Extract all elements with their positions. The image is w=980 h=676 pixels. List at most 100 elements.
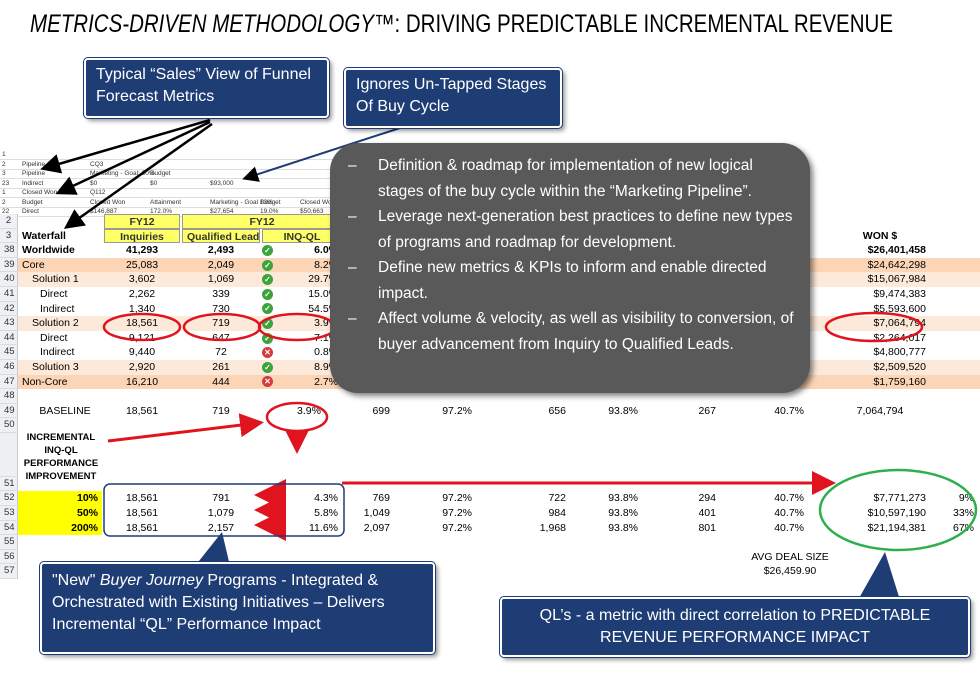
cell-won: $15,067,984: [867, 273, 926, 286]
scenario-c6: 40.7%: [774, 507, 804, 519]
header-qualified-leads: Qualified Leads: [182, 228, 260, 244]
row-label: Indirect: [40, 346, 75, 359]
cell-inquiries: 2,920: [128, 361, 156, 373]
scenario-c2: 97.2%: [442, 492, 472, 505]
mini-cell: Attainment: [150, 198, 182, 206]
scenario-won: $10,597,190: [867, 507, 926, 519]
row-number: 54: [0, 520, 18, 536]
mini-row-number: 1: [2, 189, 6, 196]
mini-cell: $146,887: [90, 208, 118, 215]
avg-deal-value: $26,459.90: [763, 565, 817, 578]
row-number: 42: [0, 301, 18, 317]
scenario-c5: 801: [698, 521, 716, 534]
row-label: Solution 1: [32, 273, 79, 286]
header-row-columns: 3 Waterfall Inquiries Qualified Leads INQ-QL…: [0, 228, 980, 244]
row-number: 49: [0, 403, 18, 419]
check-status-icon: ✓: [262, 332, 273, 344]
mini-row: 1: [0, 150, 460, 160]
mini-row: 23 Indirect $0 $0 $93,000: [0, 179, 460, 189]
baseline-inquiries: 18,561: [125, 404, 159, 417]
mini-row-number: 3: [2, 170, 6, 177]
mini-sheet-preview: 1 2 Pipeline CQ3 3 Pipeline Marketing - Goal: …: [0, 150, 460, 217]
row-label: Solution 3: [32, 361, 79, 373]
scenario-rate: 11.6%: [309, 521, 338, 534]
scenario-pct: 200%: [18, 520, 102, 536]
mini-cell: Budget: [150, 170, 171, 177]
bullet-dash: –: [348, 259, 357, 276]
header-row-fy: 2 FY12 FY12: [0, 214, 980, 229]
ellipse-won: [824, 311, 924, 343]
new-rest: Programs - Integrated & Orchestrated wit…: [52, 572, 385, 633]
slide-title: METRICS-DRIVEN METHODOLOGY™: DRIVING PRE…: [30, 10, 893, 46]
scenario-ql: 2,157: [207, 521, 235, 534]
avg-deal-label: AVG DEAL SIZE: [751, 550, 829, 563]
cell-inquiries: 2,262: [128, 288, 156, 300]
cell-qualified-leads: 719: [212, 317, 230, 330]
row-label: Worldwide: [22, 244, 75, 257]
check-status-icon: ✓: [262, 244, 273, 256]
baseline-c2: 97.2%: [442, 404, 472, 417]
new-prefix: "New": [52, 572, 100, 589]
scenario-ql: 791: [212, 492, 230, 505]
check-status-icon: ✓: [262, 317, 273, 329]
row-number: 56: [0, 549, 18, 565]
mini-row: 3 Pipeline Marketing - Goal: 30% Budget: [0, 169, 460, 179]
mini-cell: Indirect: [22, 179, 44, 187]
row-number: 51: [0, 476, 18, 492]
scenario-c2: 97.2%: [442, 507, 472, 519]
scenario-ql: 1,079: [207, 507, 235, 519]
header-won: WON $: [862, 229, 898, 242]
cell-won: $5,593,600: [873, 302, 926, 315]
row-number: 44: [0, 330, 18, 346]
scenario-lift: 33%: [952, 507, 974, 519]
cell-won: $4,800,777: [873, 346, 926, 359]
avg-deal-label-row: 56 AVG DEAL SIZE: [0, 549, 980, 565]
baseline-c6: 40.7%: [774, 404, 804, 417]
incremental-label: INCREMENTAL INQ-QL PERFORMANCE IMPROVEME…: [23, 432, 99, 482]
scenario-lift: 67%: [952, 521, 974, 534]
mini-cell: Closed Won: [300, 198, 336, 206]
arrow-to-closed-won: [55, 120, 211, 195]
mini-cell: 172.0%: [150, 208, 173, 215]
mini-row-number: 2: [2, 160, 6, 168]
mini-cell: Closed Won: [90, 198, 126, 206]
mini-cell: $0: [90, 179, 98, 187]
scenario-rate: 5.8%: [314, 507, 338, 519]
cell-inquiries: 3,602: [128, 273, 156, 286]
mini-cell: Pipeline: [22, 160, 46, 168]
bullet-text: Define new metrics & KPIs to inform and …: [378, 259, 767, 302]
scenario-inquiries: 18,561: [125, 521, 159, 534]
scenario-c6: 40.7%: [774, 521, 804, 534]
cell-qualified-leads: 1,069: [207, 273, 235, 286]
row-label: Direct: [40, 288, 68, 300]
pointer-new: [195, 532, 230, 566]
incremental-row: 51: [0, 476, 980, 492]
benefits-bubble: – Definition & roadmap for implementation…: [330, 143, 810, 393]
scenario-c3: 722: [548, 492, 566, 505]
bullet-item: – Leverage next-generation best practices…: [348, 204, 796, 255]
arrow-incremental: [107, 413, 264, 443]
fail-status-icon: ✕: [262, 347, 273, 359]
blank-row: 48: [0, 389, 980, 404]
scenario-rate: 4.3%: [314, 492, 338, 505]
mini-cell: Pipeline: [22, 170, 46, 177]
scenario-c4: 93.8%: [608, 507, 638, 519]
bullet-item: – Define new metrics & KPIs to inform and…: [348, 255, 796, 306]
row-number: 52: [0, 491, 18, 506]
callout-sales-view: Typical “Sales” View of Funnel Forecast …: [84, 58, 329, 118]
baseline-c4: 93.8%: [608, 404, 638, 417]
row-number: 45: [0, 345, 18, 360]
baseline-c1: 699: [372, 404, 390, 417]
title-rest: : DRIVING PREDICTABLE INCREMENTAL REVENU…: [394, 10, 894, 38]
scenario-inquiries: 18,561: [125, 492, 159, 505]
scenario-won: $7,771,273: [873, 492, 926, 505]
cell-won: $2,509,520: [873, 361, 926, 373]
header-inquiries: Inquiries: [104, 228, 180, 244]
bullet-dash: –: [348, 208, 357, 225]
bullet-dash: –: [348, 310, 357, 327]
bullet-text: Leverage next-generation best practices …: [378, 208, 793, 251]
scenario-row: 53 50% 18,561 1,079 5.8% 1,049 97.2% 984 93.8% 40…: [0, 506, 980, 521]
mini-cell: Marketing - Goal: 30%: [90, 170, 155, 177]
cell-qualified-leads: 2,493: [207, 244, 235, 257]
mini-cell: Closed Won: [22, 189, 58, 196]
